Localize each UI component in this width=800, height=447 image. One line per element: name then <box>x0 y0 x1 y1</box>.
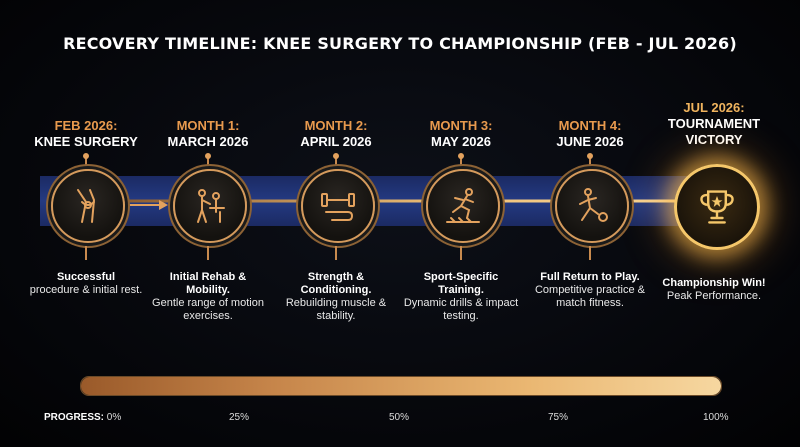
stage-description: Championship Win! Peak Performance. <box>662 277 766 302</box>
stage-period: MONTH 1: <box>176 118 240 133</box>
stage-node <box>173 169 247 243</box>
stage-node <box>301 169 375 243</box>
stage-description: Initial Rehab & Mobility. Gentle range of… <box>152 271 264 322</box>
stage-period: MONTH 4: <box>558 118 622 133</box>
stage-event: KNEE SURGERY <box>34 134 138 149</box>
rehab-therapist-icon <box>197 189 225 223</box>
timeline-track <box>115 199 685 203</box>
progress-tick-100: 100% <box>703 412 729 423</box>
timeline-arrow-head <box>159 200 168 210</box>
timeline-arrow <box>120 204 160 206</box>
progress-bar <box>80 376 722 396</box>
stage-description: Successful procedure & initial rest. <box>29 271 143 296</box>
stage-event: MAY 2026 <box>431 134 491 149</box>
stage-event: APRIL 2026 <box>300 134 372 149</box>
progress-label-0: PROGRESS: 0% <box>44 412 122 423</box>
stage-node <box>555 169 629 243</box>
sprinter-icon <box>446 188 480 223</box>
progress-tick-75: 75% <box>548 412 569 423</box>
stage-period: JUL 2026: <box>683 100 745 115</box>
stage-node <box>426 169 500 243</box>
progress-tick-50: 50% <box>389 412 410 423</box>
stage-node <box>674 164 760 250</box>
stage-period: FEB 2026: <box>54 118 118 133</box>
knee-joint-icon <box>77 189 96 223</box>
page-title: RECOVERY TIMELINE: KNEE SURGERY TO CHAMP… <box>63 34 737 53</box>
stage-event: JUNE 2026 <box>556 134 624 149</box>
stage-description: Full Return to Play. Competitive practice… <box>534 271 646 309</box>
progress-tick-25: 25% <box>229 412 250 423</box>
soccer-player-icon <box>579 188 608 222</box>
dumbbell-icon <box>321 193 355 221</box>
progress-fill <box>81 377 721 395</box>
trophy-icon <box>700 190 734 224</box>
stage-period: MONTH 2: <box>304 118 368 133</box>
stage-description: Sport-Specific Training. Dynamic drills &… <box>403 271 519 322</box>
stage-description: Strength & Conditioning. Rebuilding muscl… <box>285 271 387 322</box>
stage-event: TOURNAMENT VICTORY <box>667 116 761 147</box>
stage-event: MARCH 2026 <box>167 134 249 149</box>
stage-period: MONTH 3: <box>429 118 493 133</box>
stage-node <box>51 169 125 243</box>
